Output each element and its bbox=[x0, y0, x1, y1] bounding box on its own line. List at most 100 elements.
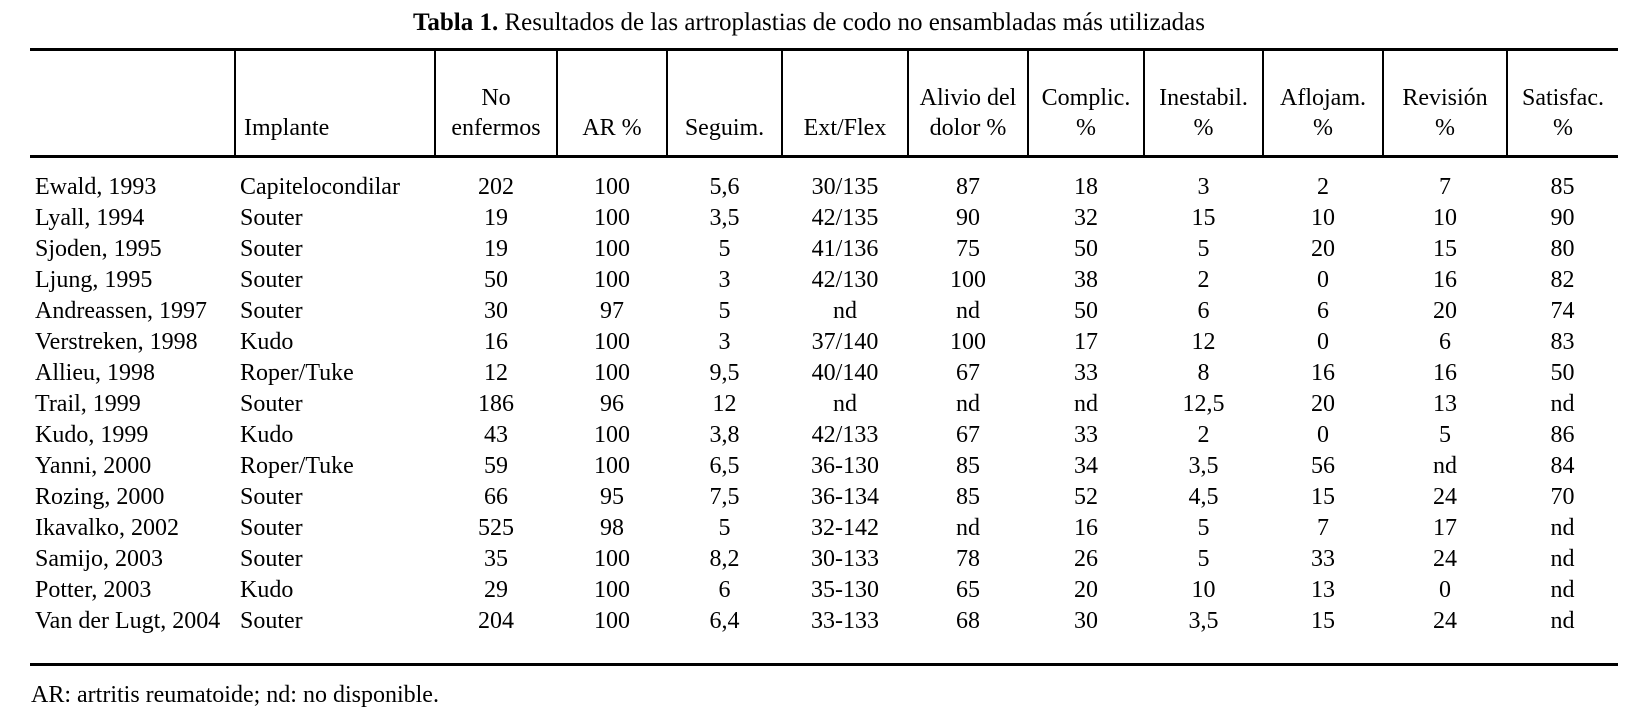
value-cell: 36-134 bbox=[811, 483, 879, 510]
results-table: Implante No enfermos AR % Seguim. Ext/Flex Al… bbox=[30, 48, 1618, 666]
value-cell: 82 bbox=[1550, 266, 1575, 293]
value-cell: 5 bbox=[1197, 545, 1210, 572]
value-cell: 41/136 bbox=[811, 235, 879, 262]
value-cell: 20 bbox=[1311, 235, 1335, 262]
implant-cell: Souter bbox=[240, 483, 303, 510]
table-row: Rozing, 2000 Souter 66 95 7,5 36-134 85 52 4,5 15… bbox=[30, 482, 1618, 513]
value-cell: 70 bbox=[1550, 483, 1575, 510]
value-cell: 0 bbox=[1317, 266, 1329, 293]
value-cell: 4,5 bbox=[1188, 483, 1219, 510]
value-cell: 13 bbox=[1311, 576, 1335, 603]
column-header: AR % bbox=[556, 49, 667, 158]
value-cell: 3 bbox=[1197, 173, 1210, 200]
implant-cell: Souter bbox=[240, 514, 303, 541]
value-cell: 24 bbox=[1433, 483, 1457, 510]
table-body: Ewald, 1993 Capitelocondilar 202 100 5,6 30/1… bbox=[30, 157, 1618, 665]
implant-cell: Souter bbox=[240, 297, 303, 324]
implant-cell: Kudo bbox=[240, 328, 294, 355]
value-cell: 186 bbox=[478, 390, 514, 417]
column-header: Complic. % bbox=[1027, 49, 1144, 158]
value-cell: 100 bbox=[594, 235, 630, 262]
value-cell: 80 bbox=[1550, 235, 1575, 262]
value-cell: 32-142 bbox=[811, 514, 879, 541]
value-cell: 17 bbox=[1433, 514, 1457, 541]
value-cell: nd bbox=[1550, 607, 1575, 634]
value-cell: 15 bbox=[1311, 607, 1335, 634]
value-cell: 6 bbox=[1197, 297, 1210, 324]
value-cell: 13 bbox=[1433, 390, 1457, 417]
value-cell: 24 bbox=[1433, 607, 1457, 634]
value-cell: 50 bbox=[484, 266, 508, 293]
table-row: Trail, 1999 Souter 186 96 12 nd nd nd 12,5 20 13 nd bbox=[30, 389, 1618, 420]
value-cell: 19 bbox=[484, 204, 508, 231]
value-cell: 12 bbox=[1191, 328, 1216, 355]
value-cell: 0 bbox=[1439, 576, 1451, 603]
value-cell: 67 bbox=[956, 359, 980, 386]
value-cell: nd bbox=[956, 297, 980, 324]
value-cell: 84 bbox=[1550, 452, 1575, 479]
value-cell: 19 bbox=[484, 235, 508, 262]
value-cell: 5,6 bbox=[709, 173, 740, 200]
value-cell: 16 bbox=[1311, 359, 1335, 386]
value-cell: 42/135 bbox=[811, 204, 879, 231]
value-cell: 26 bbox=[1074, 545, 1098, 572]
value-cell: 525 bbox=[478, 514, 514, 541]
table-row: Lyall, 1994 Souter 19 100 3,5 42/135 90 32 15 10 1… bbox=[30, 203, 1618, 234]
value-cell: 67 bbox=[956, 421, 980, 448]
column-header: Aflojam. % bbox=[1262, 49, 1383, 158]
value-cell: 16 bbox=[1433, 359, 1457, 386]
table-row: Andreassen, 1997 Souter 30 97 5 nd nd 50 6 6 20 74 bbox=[30, 296, 1618, 327]
value-cell: 33-133 bbox=[811, 607, 879, 634]
value-cell: 24 bbox=[1433, 545, 1457, 572]
value-cell: 7 bbox=[1439, 173, 1451, 200]
value-cell: 6 bbox=[718, 576, 731, 603]
value-cell: 100 bbox=[594, 545, 630, 572]
value-cell: 97 bbox=[600, 297, 624, 324]
table-row: Verstreken, 1998 Kudo 16 100 3 37/140 100 17 12 0… bbox=[30, 327, 1618, 358]
implant-cell: Souter bbox=[240, 204, 303, 231]
value-cell: 3,5 bbox=[709, 204, 740, 231]
value-cell: 5 bbox=[718, 297, 731, 324]
table-row: Potter, 2003 Kudo 29 100 6 35-130 65 20 10 13 0 nd bbox=[30, 575, 1618, 606]
table-row: Yanni, 2000 Roper/Tuke 59 100 6,5 36-130 85 34 3… bbox=[30, 451, 1618, 482]
value-cell: 15 bbox=[1191, 204, 1216, 231]
implant-cell: Roper/Tuke bbox=[240, 452, 354, 479]
value-cell: 96 bbox=[600, 390, 624, 417]
value-cell: 6,5 bbox=[709, 452, 740, 479]
header-row: Implante No enfermos AR % Seguim. Ext/Flex Al… bbox=[30, 49, 1618, 158]
value-cell: 7 bbox=[1317, 514, 1329, 541]
value-cell: 35 bbox=[484, 545, 508, 572]
value-cell: 68 bbox=[956, 607, 980, 634]
value-cell: 37/140 bbox=[811, 328, 879, 355]
value-cell: 43 bbox=[484, 421, 508, 448]
value-cell: 35-130 bbox=[811, 576, 879, 603]
column-header-study bbox=[30, 49, 235, 158]
value-cell: 85 bbox=[1550, 173, 1575, 200]
table-row: Kudo, 1999 Kudo 43 100 3,8 42/133 67 33 2 0 5 86 bbox=[30, 420, 1618, 451]
value-cell: 12 bbox=[712, 390, 737, 417]
value-cell: nd bbox=[833, 297, 857, 324]
value-cell: 42/133 bbox=[811, 421, 879, 448]
study-cell: Potter, 2003 bbox=[35, 576, 152, 603]
value-cell: 0 bbox=[1317, 328, 1329, 355]
value-cell: 5 bbox=[1197, 514, 1210, 541]
value-cell: 3,5 bbox=[1188, 607, 1219, 634]
value-cell: nd bbox=[1550, 545, 1575, 572]
value-cell: 10 bbox=[1191, 576, 1216, 603]
value-cell: nd bbox=[833, 390, 857, 417]
value-cell: 6 bbox=[1317, 297, 1329, 324]
value-cell: 30 bbox=[484, 297, 508, 324]
study-cell: Yanni, 2000 bbox=[35, 452, 152, 479]
value-cell: nd bbox=[956, 514, 980, 541]
value-cell: 17 bbox=[1074, 328, 1098, 355]
value-cell: 5 bbox=[1439, 421, 1451, 448]
value-cell: 66 bbox=[484, 483, 508, 510]
value-cell: 98 bbox=[600, 514, 624, 541]
value-cell: 8 bbox=[1197, 359, 1210, 386]
study-cell: Allieu, 1998 bbox=[35, 359, 155, 386]
value-cell: 20 bbox=[1433, 297, 1457, 324]
value-cell: nd bbox=[1074, 390, 1098, 417]
implant-cell: Kudo bbox=[240, 421, 294, 448]
column-header: Inestabil. % bbox=[1143, 49, 1263, 158]
study-cell: Samijo, 2003 bbox=[35, 545, 164, 572]
